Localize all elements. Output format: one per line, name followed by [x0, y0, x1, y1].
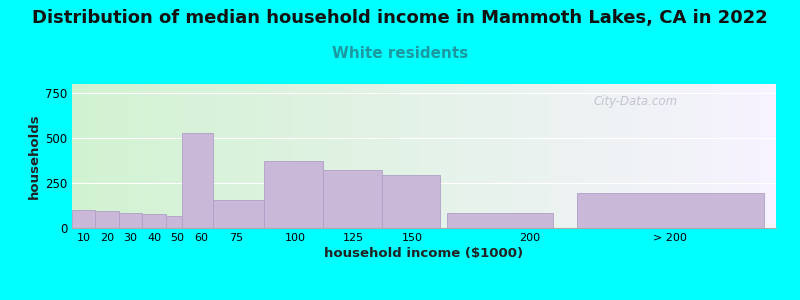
- X-axis label: household income ($1000): household income ($1000): [325, 247, 523, 260]
- Bar: [382, 175, 441, 228]
- Bar: [265, 160, 323, 228]
- Text: White residents: White residents: [332, 46, 468, 62]
- Bar: [95, 211, 119, 228]
- Bar: [119, 213, 142, 228]
- Bar: [447, 213, 553, 228]
- Bar: [166, 216, 185, 228]
- Text: City-Data.com: City-Data.com: [593, 95, 678, 108]
- Y-axis label: households: households: [28, 113, 41, 199]
- Bar: [323, 170, 382, 228]
- Bar: [142, 214, 166, 228]
- Bar: [213, 200, 265, 228]
- Bar: [182, 133, 213, 228]
- Bar: [72, 210, 95, 228]
- Text: Distribution of median household income in Mammoth Lakes, CA in 2022: Distribution of median household income …: [32, 9, 768, 27]
- Bar: [577, 193, 764, 228]
